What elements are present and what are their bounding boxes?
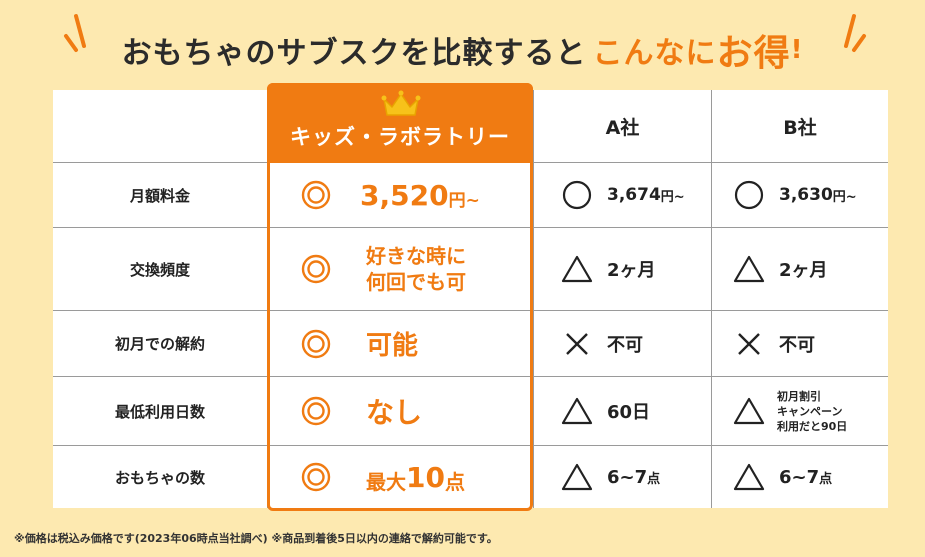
b-minimum-days-text: 初月割引 キャンペーン 利用だと90日 xyxy=(777,389,847,434)
a-first-month-cancel: 不可 xyxy=(561,311,711,376)
kids-monthly-fee: 3,520 円~ xyxy=(300,163,530,227)
row-label-monthly-fee: 月額料金 xyxy=(129,186,190,205)
column-header-kids-label: キッズ・ラボラトリー xyxy=(290,125,510,149)
page-title: おもちゃのサブスクを比較すると こんなに お得 ! xyxy=(0,22,925,78)
triangle-icon xyxy=(561,397,593,425)
row-label-first-month-cancel: 初月での解約 xyxy=(114,335,205,353)
kids-minimum-days: なし xyxy=(300,377,530,445)
triangle-icon xyxy=(561,463,593,491)
double-circle-icon xyxy=(301,329,331,358)
triangle-icon xyxy=(733,397,765,425)
a-exchange-frequency-value: 2ヶ月 xyxy=(607,260,656,281)
kids-toy-count-value: 10 xyxy=(406,460,445,494)
kids-toy-count-unit: 点 xyxy=(444,469,465,494)
kids-minimum-days-value: なし xyxy=(366,396,423,429)
b-toy-count-unit: 点 xyxy=(819,471,833,487)
kids-first-month-cancel-value: 可能 xyxy=(366,331,419,361)
row-label-exchange-frequency: 交換頻度 xyxy=(129,260,190,279)
title-main: おもちゃのサブスクを比較すると xyxy=(121,36,587,71)
column-header-a: A社 xyxy=(605,116,640,139)
row-divider xyxy=(53,445,888,446)
a-toy-count-value: 6~7 xyxy=(607,466,648,488)
row-divider xyxy=(53,376,888,377)
kids-monthly-fee-unit: 円~ xyxy=(448,190,480,211)
b-minimum-days-line1: 初月割引 xyxy=(777,389,821,403)
a-minimum-days-value: 60日 xyxy=(607,402,651,423)
b-minimum-days: 初月割引 キャンペーン 利用だと90日 xyxy=(733,377,888,445)
row-divider xyxy=(53,227,888,228)
double-circle-icon xyxy=(301,396,331,426)
kids-monthly-fee-value: 3,520 xyxy=(360,178,449,212)
title-exclamation: ! xyxy=(790,35,804,65)
title-big: お得 xyxy=(716,33,791,74)
b-exchange-frequency-value: 2ヶ月 xyxy=(779,260,828,281)
kids-exchange-frequency-line2: 何回でも可 xyxy=(366,270,466,294)
spark-left-icon xyxy=(64,14,86,52)
b-monthly-fee-unit: 円~ xyxy=(832,189,857,205)
b-monthly-fee-value: 3,630 xyxy=(779,185,833,205)
b-toy-count: 6~7 点 xyxy=(733,446,888,508)
triangle-icon xyxy=(733,463,765,491)
column-header-b: B社 xyxy=(783,116,817,139)
a-toy-count-unit: 点 xyxy=(647,471,661,487)
kids-exchange-frequency-text: 好きな時に 何回でも可 xyxy=(366,243,466,295)
a-monthly-fee: 3,674 円~ xyxy=(561,163,711,227)
a-exchange-frequency: 2ヶ月 xyxy=(561,228,711,310)
a-monthly-fee-value: 3,674 xyxy=(607,185,661,205)
col-divider xyxy=(711,90,712,508)
col-divider xyxy=(533,90,534,508)
triangle-icon xyxy=(733,255,765,283)
b-exchange-frequency: 2ヶ月 xyxy=(733,228,888,310)
footnote: ※価格は税込み価格です(2023年06時点当社調べ) ※商品到着後5日以内の連絡… xyxy=(14,532,498,545)
crown-icon xyxy=(381,90,421,116)
a-first-month-cancel-value: 不可 xyxy=(607,334,643,356)
triangle-icon xyxy=(561,255,593,283)
title-accent: こんなに xyxy=(592,36,717,71)
circle-icon xyxy=(562,180,592,210)
kids-exchange-frequency: 好きな時に 何回でも可 xyxy=(300,228,530,310)
b-first-month-cancel-value: 不可 xyxy=(779,334,815,356)
a-toy-count: 6~7 点 xyxy=(561,446,711,508)
row-label-minimum-days: 最低利用日数 xyxy=(114,402,205,421)
b-monthly-fee: 3,630 円~ xyxy=(733,163,888,227)
double-circle-icon xyxy=(301,462,331,492)
double-circle-icon xyxy=(301,180,331,210)
row-divider xyxy=(53,310,888,311)
a-minimum-days: 60日 xyxy=(561,377,711,445)
kids-exchange-frequency-line1: 好きな時に xyxy=(366,244,466,268)
b-first-month-cancel: 不可 xyxy=(733,311,888,376)
b-toy-count-value: 6~7 xyxy=(779,466,820,488)
double-circle-icon xyxy=(301,254,331,284)
circle-icon xyxy=(734,180,764,210)
kids-toy-count-prefix: 最大 xyxy=(366,469,406,494)
kids-toy-count: 最大 10 点 xyxy=(300,446,530,508)
kids-first-month-cancel: 可能 xyxy=(300,311,530,376)
b-minimum-days-line2: キャンペーン xyxy=(777,404,843,418)
b-minimum-days-line3: 利用だと90日 xyxy=(777,419,848,433)
cross-icon xyxy=(738,332,760,355)
cross-icon xyxy=(566,332,588,355)
spark-right-icon xyxy=(844,14,866,52)
row-label-toy-count: おもちゃの数 xyxy=(114,468,205,487)
a-monthly-fee-unit: 円~ xyxy=(660,189,685,205)
